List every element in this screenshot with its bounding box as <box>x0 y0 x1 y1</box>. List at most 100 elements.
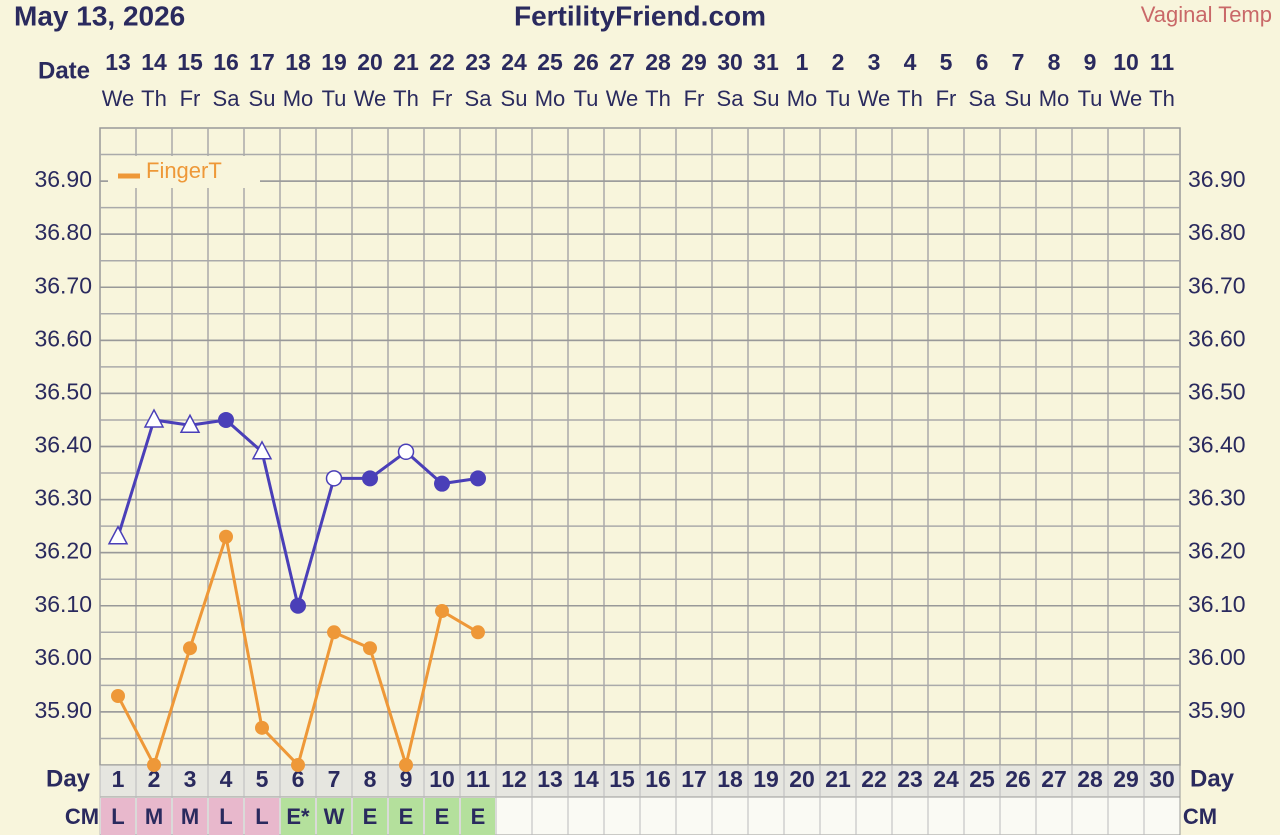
weekday: Fr <box>432 86 453 111</box>
cm-value: M <box>181 804 199 829</box>
weekday: We <box>102 86 135 111</box>
y-tick-label: 36.60 <box>1188 325 1246 351</box>
weekday: Sa <box>465 86 493 111</box>
date-number: 31 <box>753 49 779 75</box>
point-marker <box>255 720 269 735</box>
cm-value: L <box>255 804 268 829</box>
series-label: Vaginal Temp <box>1141 2 1272 27</box>
date-number: 29 <box>681 49 707 75</box>
cm-cell <box>245 798 279 835</box>
point-marker <box>434 475 450 492</box>
weekday: Mo <box>283 86 314 111</box>
date-number: 7 <box>1012 49 1025 75</box>
point-marker <box>111 688 125 703</box>
point-marker <box>143 408 165 428</box>
cm-value: E <box>471 804 486 829</box>
point-marker <box>327 625 341 640</box>
date-number: 24 <box>501 49 527 75</box>
weekday: Su <box>1005 86 1032 111</box>
weekday: We <box>606 86 639 111</box>
day-label: Day <box>1190 765 1235 792</box>
cm-value: L <box>111 804 124 829</box>
date-number: 4 <box>904 49 917 75</box>
cm-value: E <box>435 804 450 829</box>
day-number: 29 <box>1113 766 1139 792</box>
date-number: 1 <box>796 49 809 75</box>
y-tick-label: 36.00 <box>34 644 92 670</box>
weekday: Tu <box>1078 86 1103 111</box>
point-marker <box>291 758 305 772</box>
y-tick-label: 36.10 <box>1188 591 1246 617</box>
day-number: 1 <box>112 766 125 792</box>
point-marker <box>363 641 377 656</box>
y-tick-label: 36.90 <box>1188 166 1246 192</box>
weekday: Su <box>753 86 780 111</box>
day-number: 23 <box>897 766 923 792</box>
day-number: 24 <box>933 766 959 792</box>
day-number: 16 <box>645 766 671 792</box>
weekday: Fr <box>936 86 957 111</box>
day-number: 30 <box>1149 766 1175 792</box>
y-tick-label: 36.50 <box>34 378 92 404</box>
day-number: 6 <box>292 766 305 792</box>
weekday: We <box>858 86 891 111</box>
point-marker <box>290 597 306 614</box>
y-tick-label: 36.20 <box>1188 538 1246 564</box>
date-number: 14 <box>141 49 167 75</box>
date-number: 18 <box>285 49 311 75</box>
point-marker <box>362 470 378 487</box>
date-number: 28 <box>645 49 671 75</box>
point-marker <box>147 758 161 772</box>
point-marker <box>218 411 234 428</box>
weekday: Th <box>141 86 167 111</box>
date-number: 11 <box>1150 49 1175 75</box>
cm-cell <box>281 798 315 835</box>
weekday: Tu <box>322 86 347 111</box>
point-marker <box>435 604 449 619</box>
weekday: Sa <box>969 86 997 111</box>
weekday: Sa <box>213 86 241 111</box>
day-number: 14 <box>573 766 599 792</box>
date-number: 13 <box>105 49 131 75</box>
point-marker <box>219 529 233 544</box>
y-tick-label: 36.40 <box>1188 432 1246 458</box>
day-number: 21 <box>825 766 851 792</box>
y-tick-label: 36.00 <box>1188 644 1246 670</box>
day-number: 13 <box>537 766 563 792</box>
point-marker <box>397 443 415 461</box>
weekday: Tu <box>574 86 599 111</box>
cm-value: M <box>145 804 163 829</box>
day-number: 17 <box>681 766 707 792</box>
y-tick-label: 36.10 <box>34 591 92 617</box>
day-number: 5 <box>256 766 269 792</box>
y-tick-label: 36.20 <box>34 538 92 564</box>
weekday: Mo <box>787 86 818 111</box>
day-number: 28 <box>1077 766 1103 792</box>
date-number: 9 <box>1084 49 1097 75</box>
point-marker <box>107 525 129 545</box>
y-tick-label: 36.80 <box>1188 219 1246 245</box>
y-tick-label: 36.30 <box>34 485 92 511</box>
weekday: We <box>354 86 387 111</box>
weekday: Mo <box>535 86 566 111</box>
weekday: Th <box>645 86 671 111</box>
date-number: 30 <box>717 49 743 75</box>
day-number: 19 <box>753 766 779 792</box>
weekday: Su <box>249 86 276 111</box>
weekday: Th <box>1149 86 1175 111</box>
y-tick-label: 36.70 <box>1188 272 1246 298</box>
cm-cell <box>101 798 135 835</box>
date-number: 5 <box>940 49 953 75</box>
cm-cell <box>173 798 207 835</box>
date-number: 27 <box>609 49 635 75</box>
cm-value: E <box>363 804 378 829</box>
cm-value: W <box>324 804 345 829</box>
weekday: Su <box>501 86 528 111</box>
day-number: 3 <box>184 766 197 792</box>
legend-box <box>108 156 260 188</box>
cm-cell <box>425 798 459 835</box>
y-tick-label: 36.30 <box>1188 485 1246 511</box>
legend-label: FingerT <box>146 158 222 183</box>
chart-title: FertilityFriend.com <box>514 0 766 31</box>
